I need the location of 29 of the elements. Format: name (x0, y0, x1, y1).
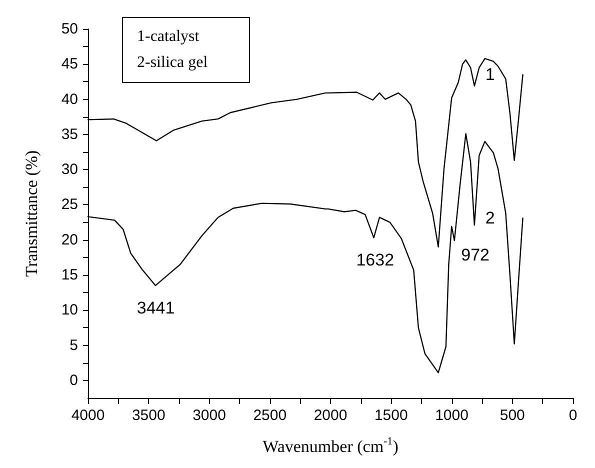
y-tick-label: 50 (61, 20, 78, 38)
x-tick-label: 4000 (71, 407, 105, 424)
text-box: 1-catalyst 2-silica gel (122, 17, 250, 83)
x-tick-label: 3500 (132, 407, 166, 424)
y-tick-label: 10 (61, 302, 78, 319)
y-tick-label: 35 (61, 126, 78, 143)
y-tick-label: 40 (61, 90, 78, 108)
x-tick-label: 2000 (314, 407, 348, 424)
x-tick-label: 1500 (374, 407, 408, 424)
annotation: 2-silica gel (137, 53, 209, 73)
annotation: 3441 (136, 298, 175, 318)
x-tick-label: 1000 (435, 407, 468, 424)
x-tick-label: 3000 (192, 407, 226, 424)
x-tick-label: 0 (568, 407, 578, 424)
y-tick-label: 45 (61, 56, 78, 73)
y-tick-label: 20 (61, 231, 78, 248)
annotation: 1-catalyst (137, 27, 200, 47)
x-tick-label: 500 (500, 407, 525, 424)
y-tick-label: 30 (61, 161, 78, 178)
series-label: 1 (485, 65, 495, 84)
y-axis-title: Transmittance (%) (22, 150, 41, 277)
y-tick-label: 15 (61, 266, 78, 284)
y-tick-label: 0 (70, 372, 78, 389)
series-label: 2 (485, 208, 495, 228)
annotation: 1632 (356, 250, 394, 270)
y-tick-label: 25 (61, 196, 78, 214)
x-tick-label: 2500 (253, 407, 287, 424)
y-tick-label: 5 (70, 336, 78, 354)
annotation: 972 (461, 246, 490, 265)
